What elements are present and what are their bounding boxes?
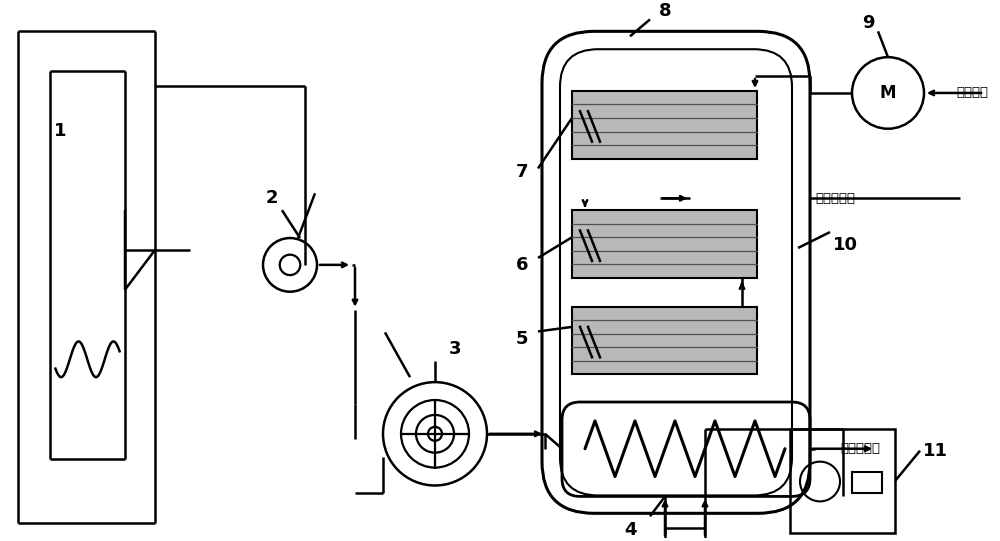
Text: 10: 10 bbox=[832, 236, 857, 254]
Text: 1: 1 bbox=[54, 122, 66, 140]
Text: 除盐水来: 除盐水来 bbox=[956, 87, 988, 100]
Bar bbox=[572, 91, 757, 159]
Text: 11: 11 bbox=[922, 441, 948, 460]
Text: 9: 9 bbox=[862, 15, 874, 32]
Text: 8: 8 bbox=[659, 3, 671, 21]
Text: 7: 7 bbox=[516, 163, 528, 181]
Text: 6: 6 bbox=[516, 256, 528, 274]
Text: 3: 3 bbox=[449, 340, 461, 358]
Text: 去辅汽联箱: 去辅汽联箱 bbox=[815, 192, 855, 205]
Text: M: M bbox=[880, 84, 896, 102]
Text: 4: 4 bbox=[624, 521, 636, 539]
Bar bbox=[572, 307, 757, 374]
Text: 5: 5 bbox=[516, 331, 528, 348]
Bar bbox=[852, 472, 882, 493]
Text: 2: 2 bbox=[266, 189, 278, 207]
Text: 去电除尘器: 去电除尘器 bbox=[840, 442, 880, 455]
Bar bbox=[790, 429, 895, 533]
Bar bbox=[572, 210, 757, 278]
